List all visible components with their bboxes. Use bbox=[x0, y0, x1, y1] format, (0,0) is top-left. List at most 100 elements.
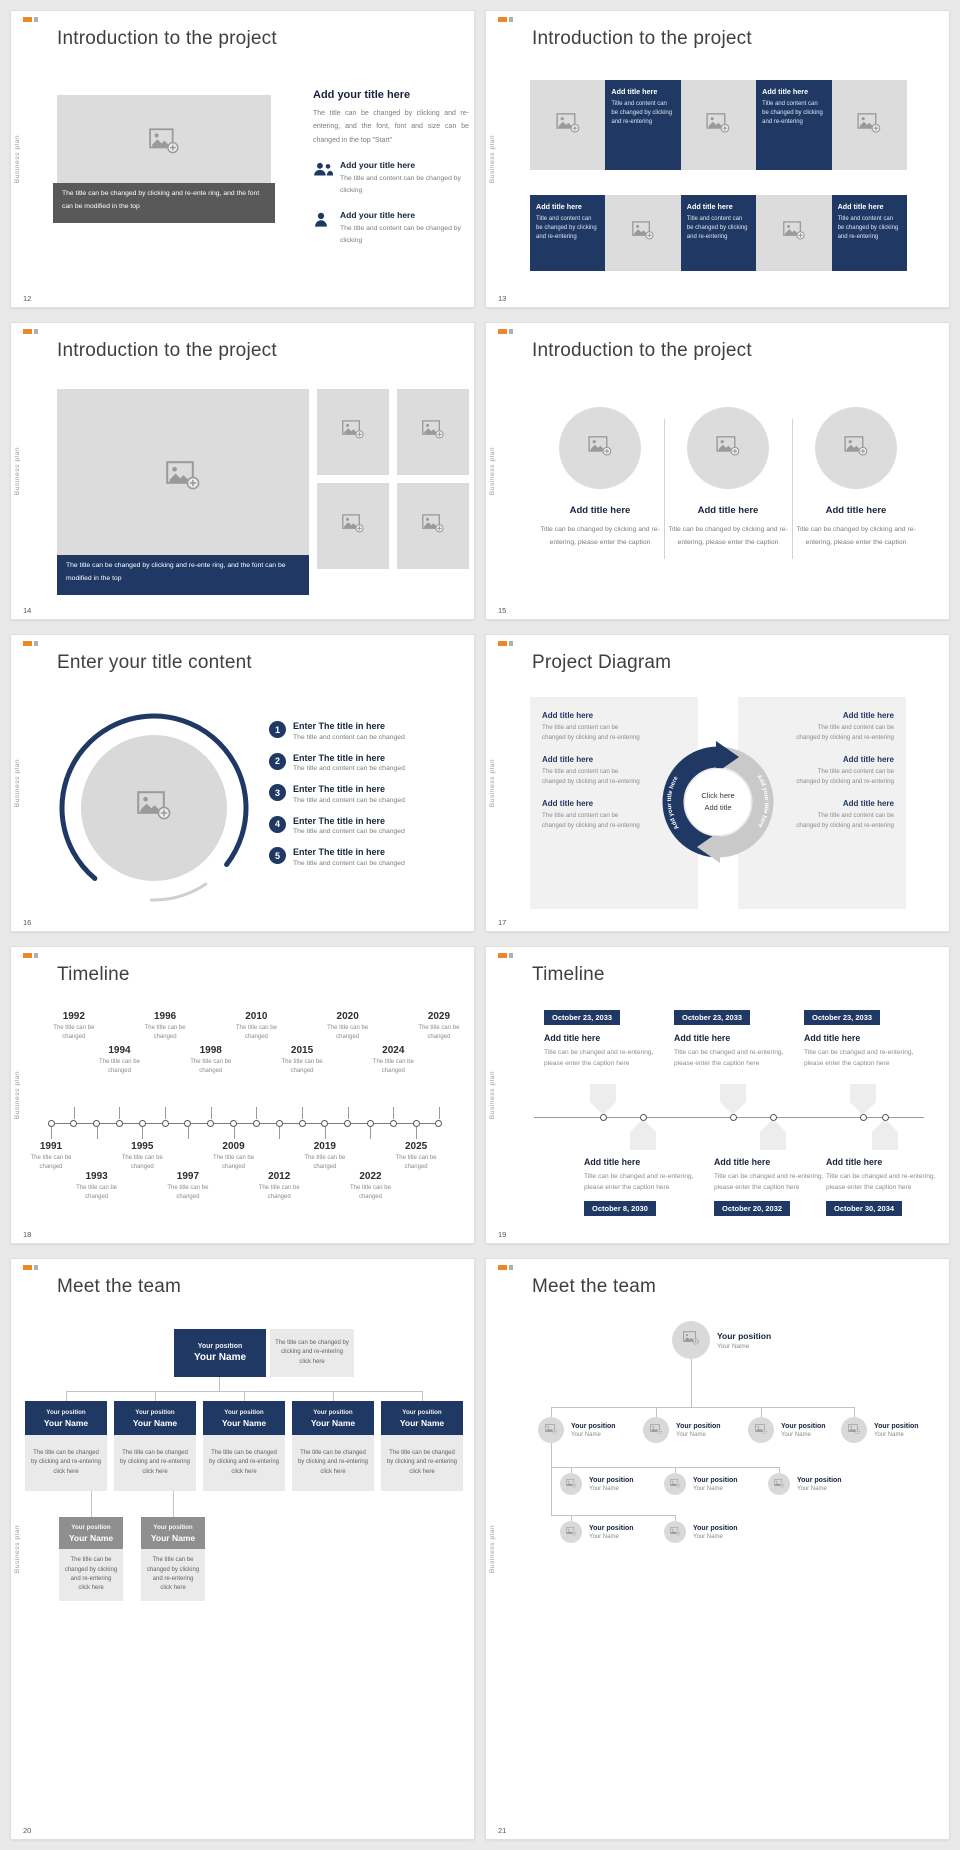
tile-heading: Add title here bbox=[837, 202, 884, 211]
slide-18[interactable]: Business plan Timeline 1992 The title can… bbox=[11, 947, 474, 1243]
year-caption: The title can be changed bbox=[167, 1185, 209, 1200]
event-heading: Add title here bbox=[826, 1157, 883, 1167]
item-heading: Enter The title in here bbox=[293, 752, 386, 763]
org-note: The title can be changed by clicking and… bbox=[203, 1435, 285, 1491]
tile-heading: Add title here bbox=[686, 202, 733, 211]
slide-12[interactable]: Business plan Introduction to the projec… bbox=[11, 11, 474, 307]
name-label: Your Name bbox=[693, 1533, 723, 1540]
timeline-year-item: 1993 The title can be changed bbox=[74, 1171, 120, 1201]
date-badge: October 23, 2033 bbox=[804, 1010, 881, 1025]
org-node: Your position Your Name bbox=[25, 1401, 107, 1435]
year-label: 2009 bbox=[222, 1141, 245, 1152]
position-label: Your position bbox=[797, 1476, 842, 1484]
tag-marker bbox=[850, 1084, 876, 1115]
slide-14[interactable]: Business plan Introduction to the projec… bbox=[11, 323, 474, 619]
page-number: 12 bbox=[23, 294, 32, 303]
timeline-marker bbox=[412, 1119, 420, 1127]
timeline-event: October 23, 2033 Add title here Title ca… bbox=[804, 1007, 922, 1070]
panel-item: Add title here The title and content can… bbox=[794, 711, 894, 742]
org-root-node: Your position Your Name bbox=[174, 1329, 266, 1377]
slide-title: Meet the team bbox=[532, 1276, 657, 1297]
item-body: The title and content can be changed by … bbox=[340, 174, 461, 194]
image-placeholder-icon bbox=[650, 1421, 662, 1439]
position-label: Your position bbox=[693, 1524, 738, 1532]
page-number: 20 bbox=[23, 1826, 32, 1835]
image-placeholder bbox=[57, 389, 309, 567]
year-caption: The title can be changed bbox=[53, 1025, 95, 1040]
item-body: The title and content can be changed bbox=[293, 859, 405, 867]
slide-title: Introduction to the project bbox=[532, 28, 752, 49]
circle-figure bbox=[55, 709, 253, 907]
connector-line bbox=[393, 1107, 395, 1119]
timeline-year-item: 1991 The title can be changed bbox=[28, 1141, 74, 1171]
item-heading: Enter The title in here bbox=[293, 815, 386, 826]
item-body: The title and content can be changed bbox=[293, 796, 405, 804]
year-label: 1995 bbox=[131, 1141, 154, 1152]
image-placeholder bbox=[559, 407, 641, 489]
tile-heading: Add title here bbox=[611, 87, 658, 96]
date-badge: October 23, 2033 bbox=[674, 1010, 751, 1025]
connector-line bbox=[233, 1127, 235, 1139]
year-label: 2022 bbox=[359, 1171, 382, 1182]
slide-20[interactable]: Business plan Meet the team Your positio… bbox=[11, 1259, 474, 1839]
org-node: Your position Your Name bbox=[141, 1517, 205, 1549]
timeline-event: Add title here Title can be changed and … bbox=[826, 1157, 944, 1216]
timeline-year-item: 2025 The title can be changed bbox=[393, 1141, 439, 1171]
timeline-marker bbox=[389, 1119, 397, 1127]
tile-body: Title and content can be changed by clic… bbox=[762, 101, 823, 125]
org-note: The title can be changed by clicking and… bbox=[25, 1435, 107, 1491]
connector-line bbox=[91, 1491, 92, 1517]
org-note: The title can be changed by clicking and… bbox=[292, 1435, 374, 1491]
name-label: Your Name bbox=[310, 1417, 356, 1428]
number-badge: 1 bbox=[269, 721, 286, 738]
avatar-placeholder bbox=[538, 1417, 564, 1443]
position-label: Your position bbox=[46, 1408, 86, 1416]
event-heading: Add title here bbox=[584, 1157, 641, 1167]
position-label: Your position bbox=[781, 1422, 826, 1430]
slide-21[interactable]: Business plan Meet the team Your positio… bbox=[486, 1259, 949, 1839]
brand-logo-icon bbox=[498, 329, 513, 334]
text-tile: Add title here Title and content can be … bbox=[680, 195, 757, 271]
slide-19[interactable]: Business plan Timeline October 23, 2033 … bbox=[486, 947, 949, 1243]
connector-line bbox=[675, 1467, 676, 1473]
cycle-diagram: Add your title here Add your title here … bbox=[653, 737, 783, 867]
image-caption-bar: The title can be changed by clicking and… bbox=[57, 555, 309, 595]
year-caption: The title can be changed bbox=[349, 1185, 391, 1200]
slide-title: Introduction to the project bbox=[532, 340, 752, 361]
timeline-axis bbox=[51, 1123, 440, 1124]
feature-item: Add your title here The title and conten… bbox=[313, 210, 469, 247]
slide-16[interactable]: Business plan Enter your title content 1… bbox=[11, 635, 474, 931]
timeline-marker bbox=[881, 1113, 889, 1121]
divider-line bbox=[664, 419, 665, 559]
year-label: 2024 bbox=[382, 1045, 405, 1056]
slide-17[interactable]: Business plan Project Diagram Add title … bbox=[486, 635, 949, 931]
timeline-years: 1992 The title can be changed 1994 The titl… bbox=[11, 947, 474, 1243]
side-label: Business plan bbox=[489, 758, 496, 808]
slide-13[interactable]: Business plan Introduction to the projec… bbox=[486, 11, 949, 307]
center-label-line2: Add title bbox=[704, 803, 732, 812]
item-body: The title and content can be changed by … bbox=[542, 724, 640, 741]
list-item: 1 Enter The title in here The title and … bbox=[269, 721, 467, 741]
item-body: The title and content can be changed bbox=[293, 828, 405, 835]
name-label: Your Name bbox=[676, 1431, 706, 1438]
event-heading: Add title here bbox=[804, 1033, 861, 1043]
timeline-marker bbox=[275, 1119, 283, 1127]
year-label: 1998 bbox=[199, 1045, 222, 1056]
timeline-axis bbox=[534, 1116, 924, 1118]
year-label: 2010 bbox=[245, 1011, 268, 1022]
text-tile: Add title here Title and content can be … bbox=[756, 80, 832, 170]
feature-column: Add title here Title can be changed by c… bbox=[794, 407, 918, 550]
slide-15[interactable]: Business plan Introduction to the projec… bbox=[486, 323, 949, 619]
image-placeholder-icon bbox=[716, 435, 740, 461]
image-placeholder-icon bbox=[670, 1475, 680, 1493]
page-number: 13 bbox=[498, 294, 507, 303]
timeline-marker bbox=[70, 1119, 78, 1127]
avatar-placeholder bbox=[643, 1417, 669, 1443]
item-heading: Enter The title in here bbox=[293, 847, 386, 857]
year-label: 1994 bbox=[108, 1045, 131, 1056]
image-placeholder bbox=[756, 195, 832, 271]
connector-line bbox=[675, 1515, 676, 1521]
event-body: Title can be changed and re-entering, pl… bbox=[826, 1173, 936, 1191]
image-placeholder bbox=[397, 483, 469, 569]
year-label: 1991 bbox=[39, 1141, 63, 1152]
